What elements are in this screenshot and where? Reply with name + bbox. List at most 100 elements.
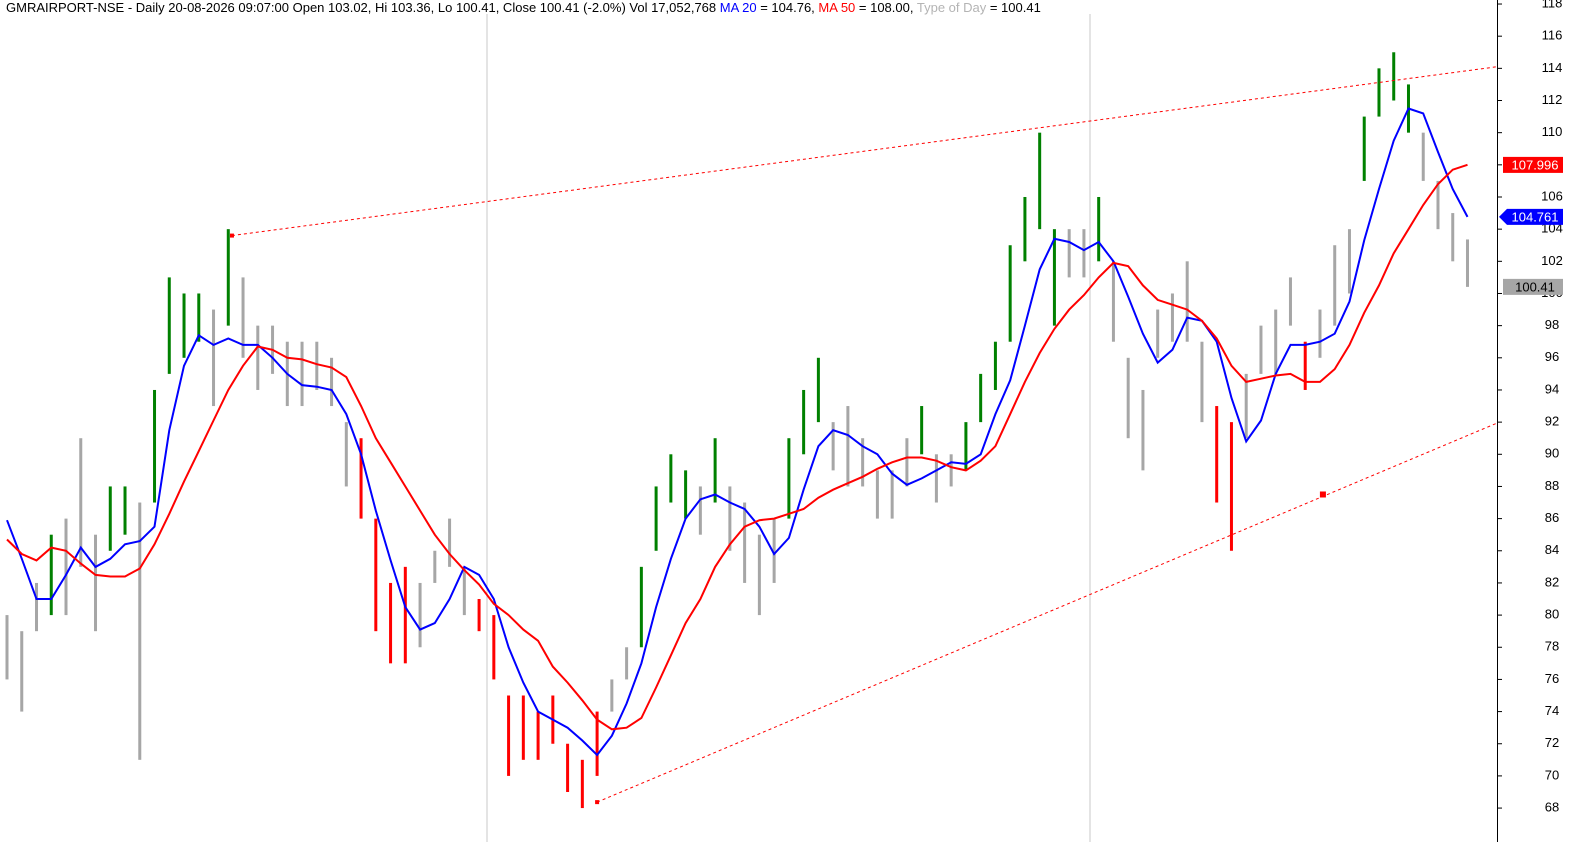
price-bar — [949, 454, 953, 487]
y-tick-label: 74 — [1545, 703, 1559, 718]
price-bar — [79, 438, 83, 567]
price-bar — [713, 438, 717, 503]
price-bar — [1421, 132, 1425, 181]
trend-marker — [1319, 491, 1326, 498]
price-bar — [1377, 68, 1381, 117]
price-bar — [979, 373, 983, 423]
price-bar — [462, 566, 466, 616]
price-bar — [403, 566, 407, 664]
price-bar — [772, 518, 776, 583]
legend-type-of-day: Type of Day — [916, 0, 987, 15]
y-tick-label: 116 — [1542, 28, 1563, 43]
price-bar — [167, 277, 171, 374]
price-bar — [1052, 229, 1056, 326]
price-tag — [1503, 278, 1563, 295]
price-bar — [610, 679, 614, 712]
price-bar — [1067, 229, 1071, 278]
price-tag-label: 107.996 — [1512, 157, 1559, 172]
y-tick-label: 114 — [1542, 60, 1563, 75]
price-bar — [492, 615, 496, 680]
price-bar — [1465, 239, 1469, 287]
price-bar — [566, 743, 570, 792]
price-bar — [226, 229, 230, 326]
price-bar — [521, 695, 525, 760]
price-bar — [669, 454, 673, 503]
price-bar — [344, 422, 348, 487]
price-bar — [507, 695, 511, 776]
y-tick-label: 118 — [1542, 0, 1563, 10]
price-tag — [1503, 156, 1563, 173]
price-bar — [49, 534, 53, 616]
price-bar — [1288, 277, 1292, 326]
legend-ma20: MA 20 — [719, 0, 757, 15]
trendline — [596, 422, 1498, 803]
price-bar — [1362, 116, 1366, 181]
y-tick-label: 92 — [1545, 414, 1559, 429]
price-bar — [433, 550, 437, 583]
price-bar — [153, 389, 157, 503]
price-bar — [964, 422, 968, 471]
price-bar — [418, 582, 422, 648]
price-bar — [993, 341, 997, 390]
header-text: = 104.76, — [756, 0, 819, 15]
price-bar — [1008, 245, 1012, 342]
price-bar — [1347, 229, 1351, 294]
price-bar — [890, 470, 894, 519]
price-bar — [20, 631, 24, 712]
price-bar — [1259, 325, 1263, 374]
price-bar — [300, 341, 304, 407]
price-bar — [905, 438, 909, 487]
price-bar — [1038, 132, 1042, 230]
price-bar — [757, 534, 761, 616]
header-text: = 108.00, — [855, 0, 917, 15]
price-bar — [5, 615, 9, 680]
y-tick-label: 86 — [1545, 510, 1559, 525]
price-bar — [831, 422, 835, 471]
price-bar — [654, 486, 658, 551]
price-bar — [315, 341, 319, 390]
price-tag — [1499, 208, 1563, 225]
y-tick-label: 94 — [1545, 381, 1559, 396]
header-text: = 100.41 — [986, 0, 1041, 15]
price-bar — [374, 518, 378, 632]
y-tick-label: 76 — [1545, 671, 1559, 686]
legend-ma50: MA 50 — [818, 0, 856, 15]
y-tick-label: 78 — [1545, 639, 1559, 654]
price-bar — [1156, 309, 1160, 358]
price-bar — [1185, 261, 1189, 342]
price-bar — [1451, 213, 1455, 262]
price-bar — [1392, 52, 1396, 101]
price-bar — [743, 502, 747, 583]
y-tick-label: 72 — [1545, 735, 1559, 750]
price-bar — [816, 357, 820, 423]
price-bar — [123, 486, 127, 535]
header-text: GMRAIRPORT-NSE - Daily 20-08-2026 09:07:… — [6, 0, 720, 15]
ma-line — [6, 107, 1469, 757]
price-bar — [639, 566, 643, 648]
price-bar — [477, 599, 481, 632]
price-bar — [197, 293, 201, 342]
trend-anchor — [229, 233, 234, 238]
price-bar — [846, 406, 850, 487]
price-bar — [1097, 196, 1101, 262]
y-tick-label: 84 — [1545, 542, 1559, 557]
y-tick-label: 106 — [1541, 188, 1563, 203]
price-bar — [330, 357, 334, 407]
price-bar — [94, 534, 98, 632]
price-bar — [684, 470, 688, 519]
price-bar — [536, 711, 540, 760]
price-bar — [1436, 180, 1440, 230]
ma-line — [6, 163, 1468, 731]
price-bar — [1215, 406, 1219, 503]
price-bar — [1318, 309, 1322, 358]
price-bar — [182, 293, 186, 358]
price-bar — [1244, 373, 1248, 439]
price-bar — [241, 277, 245, 358]
price-bar — [1141, 389, 1145, 471]
price-bar — [1229, 422, 1233, 551]
price-bar — [359, 438, 363, 519]
price-bar — [1333, 245, 1337, 326]
price-bar — [1200, 341, 1204, 423]
price-bar — [580, 759, 584, 809]
price-bar — [1082, 229, 1086, 278]
